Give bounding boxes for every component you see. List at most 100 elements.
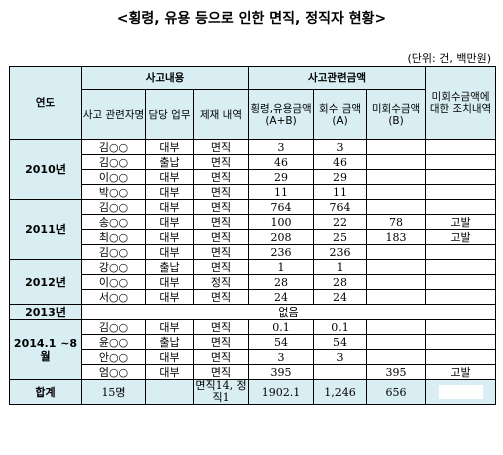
unrecovered-cell: [366, 274, 427, 290]
total-embezzled: 1902.1: [248, 379, 315, 405]
action-cell: [425, 199, 497, 215]
recovered-cell: 236: [313, 244, 368, 260]
recovered-cell: 24: [313, 289, 368, 305]
duty-cell: 출납: [145, 259, 194, 275]
person-cell: 강○○: [81, 259, 146, 275]
header-year: 연도: [9, 66, 82, 140]
recovered-cell: 764: [313, 199, 368, 215]
header-incident-group: 사고내용: [80, 66, 250, 90]
discipline-cell: 면직: [192, 184, 250, 200]
table-row: 이○○ 대부 면직 29 29: [10, 169, 497, 185]
unrecovered-cell: [366, 334, 427, 350]
embezzled-cell: 24: [248, 289, 315, 305]
header-unrecovered: 미회수금액 (B): [366, 89, 427, 140]
recovered-cell: 11: [313, 184, 368, 200]
duty-cell: 대부: [145, 214, 194, 230]
year-cell: 2013년: [9, 304, 82, 320]
duty-cell: 대부: [145, 319, 194, 335]
discipline-cell: 면직: [192, 349, 250, 365]
unrecovered-cell: 78: [366, 214, 427, 230]
header-recovered: 회수 금액 (A): [313, 89, 368, 140]
table-row: 2012년 강○○ 출납 면직 1 1: [9, 259, 497, 305]
embezzled-cell: 3: [248, 349, 315, 365]
person-cell: 김○○: [81, 154, 146, 170]
unrecovered-cell: [366, 184, 427, 200]
duty-cell: 대부: [145, 274, 194, 290]
embezzled-cell: 28: [248, 274, 315, 290]
discipline-cell: 정직: [192, 274, 250, 290]
duty-cell: 출납: [145, 334, 194, 350]
recovered-cell: 28: [313, 274, 368, 290]
recovered-cell: [313, 364, 368, 380]
discipline-cell: 면직: [192, 244, 250, 260]
discipline-cell: 면직: [192, 319, 250, 335]
embezzled-cell: 0.1: [248, 319, 315, 335]
action-cell: [425, 139, 497, 155]
unrecovered-cell: [366, 169, 427, 185]
person-cell: 엄○○: [81, 364, 146, 380]
action-cell: [425, 169, 497, 185]
table-row: 서○○ 대부 면직 24 24: [10, 289, 497, 305]
person-cell: 송○○: [81, 214, 146, 230]
embezzled-cell: 100: [248, 214, 315, 230]
duty-cell: 대부: [145, 184, 194, 200]
discipline-cell: 면직: [192, 229, 250, 245]
embezzled-cell: 29: [248, 169, 315, 185]
unit-note: (단위: 건, 백만원): [407, 52, 492, 65]
recovered-cell: 54: [313, 334, 368, 350]
table-row: 박○○ 대부 면직 11 11: [10, 184, 497, 200]
action-cell: [425, 259, 497, 275]
discipline-cell: 면직: [192, 214, 250, 230]
table-row: 김○○ 대부 면직 236 236: [10, 244, 497, 260]
action-cell: [425, 154, 497, 170]
unrecovered-cell: [366, 139, 427, 155]
discipline-cell: 면직: [192, 334, 250, 350]
duty-cell: 출납: [145, 154, 194, 170]
duty-cell: 대부: [145, 349, 194, 365]
action-cell: [425, 274, 497, 290]
table-row: 2011년 김○○ 대부 면직 764 764: [9, 199, 497, 260]
total-discipline: 면직14, 정직1: [192, 379, 250, 405]
embezzled-cell: 46: [248, 154, 315, 170]
total-unrecovered: 656: [366, 379, 427, 405]
recovered-cell: 29: [313, 169, 368, 185]
year-cell: 2014.1 ~8월: [9, 319, 82, 380]
incident-table: 연도 사고내용 사고관련금액 미회수금액에 대한 조치내역 사고 관련자명 담당…: [9, 66, 497, 405]
discipline-cell: 면직: [192, 364, 250, 380]
unrecovered-cell: 395: [366, 364, 427, 380]
table-row: 윤○○ 출납 면직 54 54: [10, 334, 497, 350]
action-cell: 고발: [425, 364, 497, 380]
table-row: 이○○ 대부 정직 28 28: [10, 274, 497, 290]
person-cell: 박○○: [81, 184, 146, 200]
action-cell: [425, 334, 497, 350]
none-note-cell: 없음: [80, 304, 497, 320]
discipline-cell: 면직: [192, 139, 250, 155]
embezzled-cell: 208: [248, 229, 315, 245]
table-row: 안○○ 대부 면직 3 3: [10, 349, 497, 365]
duty-cell: 대부: [145, 229, 194, 245]
person-cell: 이○○: [81, 274, 146, 290]
person-cell: 김○○: [81, 139, 146, 155]
header-discipline: 제재 내역: [192, 89, 250, 140]
total-recovered: 1,246: [313, 379, 368, 405]
action-cell: [425, 289, 497, 305]
year-cell: 2012년: [9, 259, 82, 305]
unrecovered-cell: [366, 154, 427, 170]
person-cell: 최○○: [81, 229, 146, 245]
action-cell: [425, 184, 497, 200]
unrecovered-cell: [366, 349, 427, 365]
embezzled-cell: 11: [248, 184, 315, 200]
person-cell: 김○○: [81, 199, 146, 215]
person-cell: 안○○: [81, 349, 146, 365]
discipline-cell: 면직: [192, 289, 250, 305]
embezzled-cell: 395: [248, 364, 315, 380]
embezzled-cell: 764: [248, 199, 315, 215]
recovered-cell: 46: [313, 154, 368, 170]
page-title: <횡령, 유용 등으로 인한 면직, 정직자 현황>: [116, 11, 387, 27]
person-cell: 윤○○: [81, 334, 146, 350]
recovered-cell: 3: [313, 139, 368, 155]
unrecovered-cell: [366, 319, 427, 335]
year-cell: 2010년: [9, 139, 82, 200]
duty-cell: 대부: [145, 169, 194, 185]
action-cell: 고발: [425, 229, 497, 245]
